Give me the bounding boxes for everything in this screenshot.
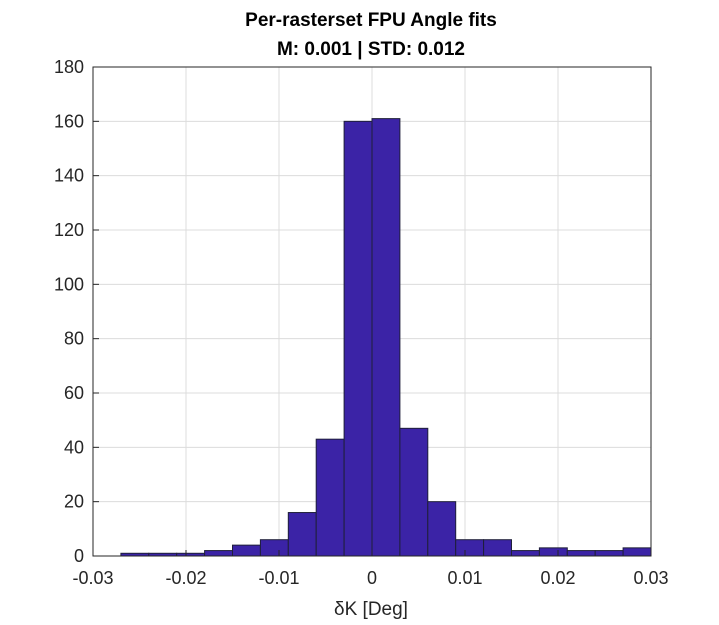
y-tick-label-5: 100 (54, 274, 84, 294)
histogram-bar-11 (427, 501, 457, 557)
y-tick-label-0: 0 (74, 546, 84, 566)
histogram-bar-9 (371, 118, 401, 557)
histogram-bar-7 (315, 438, 345, 557)
y-tick-label-2: 40 (64, 437, 84, 457)
y-tick-label-4: 80 (64, 329, 84, 349)
x-tick-label-4: 0.01 (447, 568, 482, 588)
histogram-bar-17 (594, 550, 624, 557)
y-tick-label-3: 60 (64, 383, 84, 403)
histogram-bar-8 (343, 120, 373, 557)
y-tick-label-1: 20 (64, 492, 84, 512)
histogram-bar-12 (455, 539, 485, 557)
histogram-bar-13 (483, 539, 513, 557)
histogram-bars (120, 118, 652, 557)
histogram-bar-4 (232, 544, 261, 557)
x-tick-label-0: -0.03 (72, 568, 113, 588)
x-axis-label: δK [Deg] (334, 599, 408, 620)
histogram-bar-6 (287, 512, 317, 557)
tick-labels: -0.03 -0.02 -0.01 0 0.01 0.02 0.03 0 20 40 60 80 100… (54, 57, 669, 588)
histogram-bar-14 (511, 550, 540, 557)
histogram-bar-3 (204, 550, 234, 557)
x-tick-label-5: 0.02 (540, 568, 575, 588)
y-tick-label-9: 180 (54, 57, 84, 77)
histogram-bar-18 (622, 547, 652, 557)
x-tick-label-3: 0 (367, 568, 377, 588)
x-tick-label-1: -0.02 (165, 568, 206, 588)
histogram-bar-16 (566, 550, 596, 557)
histogram-bar-15 (538, 547, 568, 557)
x-tick-label-2: -0.01 (258, 568, 299, 588)
y-tick-label-6: 120 (54, 220, 84, 240)
axes (92, 66, 652, 557)
y-tick-label-7: 140 (54, 166, 84, 186)
chart-subtitle: M: 0.001 | STD: 0.012 (277, 39, 465, 60)
x-tick-label-6: 0.03 (633, 568, 668, 588)
histogram-bar-5 (259, 539, 289, 557)
histogram-bar-10 (399, 427, 429, 557)
y-tick-label-8: 160 (54, 111, 84, 131)
chart-title: Per-rasterset FPU Angle fits (245, 10, 497, 31)
